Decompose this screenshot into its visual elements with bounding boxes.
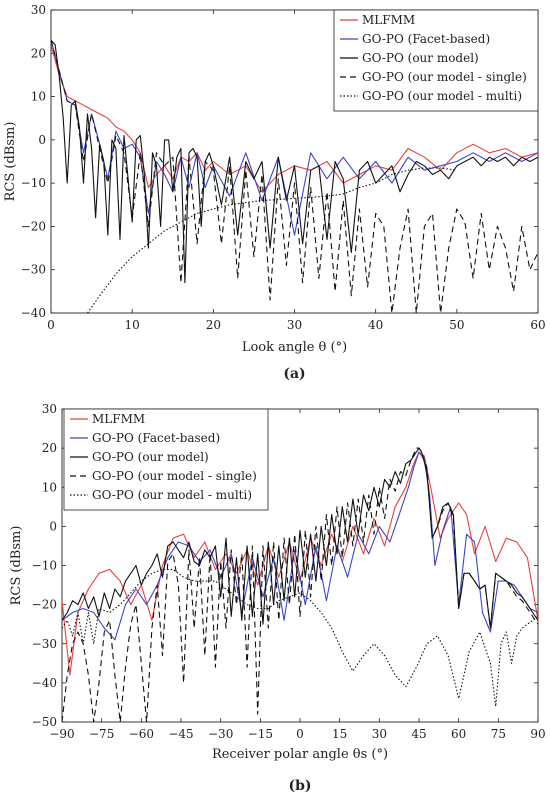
y-tick-label: 20	[42, 441, 57, 455]
y-tick-label: −20	[21, 219, 46, 233]
series-line-1	[62, 451, 538, 641]
y-tick-label: −20	[32, 598, 57, 612]
y-tick-label: −30	[21, 263, 46, 277]
y-tick-label: 30	[31, 3, 46, 17]
y-tick-label: −30	[32, 637, 57, 651]
legend-label: MLFMM	[362, 13, 415, 27]
legend-label: GO-PO (our model - multi)	[362, 89, 522, 103]
x-tick-label: 75	[491, 727, 506, 741]
chart-panel-1: −90 −75 −60 −45 −30 −15 0 15 30 45 60 75 90 −50 −40 −30…	[9, 402, 546, 794]
chart-panel-0: 0 10 20 30 40 50 60 −40 −30 −20 −10 0 10 20 30 Look ang…	[3, 3, 546, 382]
x-tick-label: 30	[287, 318, 302, 332]
x-tick-label: −75	[89, 727, 114, 741]
legend-box	[63, 408, 269, 511]
y-tick-label: 30	[42, 402, 57, 416]
legend-label: GO-PO (our model)	[362, 51, 479, 65]
y-tick-label: −40	[32, 676, 57, 690]
legend-label: GO-PO (Facet-based)	[362, 32, 490, 46]
legend-label: GO-PO (our model - multi)	[92, 488, 252, 502]
y-tick-label: 0	[38, 133, 46, 147]
x-tick-label: 0	[296, 727, 304, 741]
x-tick-label: −90	[49, 727, 74, 741]
legend: MLFMM GO-PO (Facet-based) GO-PO (our model…	[333, 9, 539, 112]
y-tick-label: 20	[31, 46, 46, 60]
x-tick-label: 60	[530, 318, 545, 332]
x-tick-label: 90	[530, 727, 545, 741]
legend: MLFMM GO-PO (Facet-based) GO-PO (our model…	[63, 408, 269, 511]
x-tick-label: 15	[332, 727, 347, 741]
y-tick-label: 10	[42, 480, 57, 494]
panel-caption: (a)	[283, 366, 305, 382]
x-tick-label: 20	[206, 318, 221, 332]
x-tick-label: −15	[248, 727, 273, 741]
series-line-4	[62, 568, 538, 707]
x-tick-label: 50	[449, 318, 464, 332]
y-axis-label: RCS (dBsm)	[9, 526, 24, 606]
legend-label: MLFMM	[92, 412, 145, 426]
y-tick-label: −10	[21, 176, 46, 190]
x-tick-label: −60	[129, 727, 154, 741]
x-tick-label: 30	[372, 727, 387, 741]
legend-label: GO-PO (Facet-based)	[92, 431, 220, 445]
y-tick-label: −10	[32, 559, 57, 573]
x-tick-label: 45	[411, 727, 426, 741]
series-line-3	[62, 447, 538, 722]
x-axis-label: Look angle θ (°)	[242, 340, 347, 355]
series-line-0	[51, 44, 538, 193]
series-line-3	[51, 40, 538, 313]
legend-label: GO-PO (our model - single)	[92, 469, 257, 483]
y-tick-label: 10	[31, 90, 46, 104]
x-tick-label: −30	[208, 727, 233, 741]
panel-caption: (b)	[288, 778, 311, 794]
series-line-2	[51, 39, 538, 284]
legend-box	[333, 9, 539, 112]
x-axis-label: Receiver polar angle θs (°)	[212, 747, 388, 762]
y-tick-label: −50	[32, 715, 57, 729]
series-line-4	[87, 167, 457, 313]
x-tick-label: 10	[125, 318, 140, 332]
series-group	[51, 39, 538, 313]
x-tick-label: 40	[368, 318, 383, 332]
y-tick-label: 0	[49, 519, 57, 533]
x-tick-label: 60	[451, 727, 466, 741]
x-tick-label: −45	[168, 727, 193, 741]
y-axis-label: RCS (dBsm)	[3, 122, 18, 202]
legend-label: GO-PO (our model - single)	[362, 70, 527, 84]
x-tick-label: 0	[47, 318, 55, 332]
series-group	[62, 447, 538, 722]
y-tick-label: −40	[21, 306, 46, 320]
legend-label: GO-PO (our model)	[92, 450, 209, 464]
